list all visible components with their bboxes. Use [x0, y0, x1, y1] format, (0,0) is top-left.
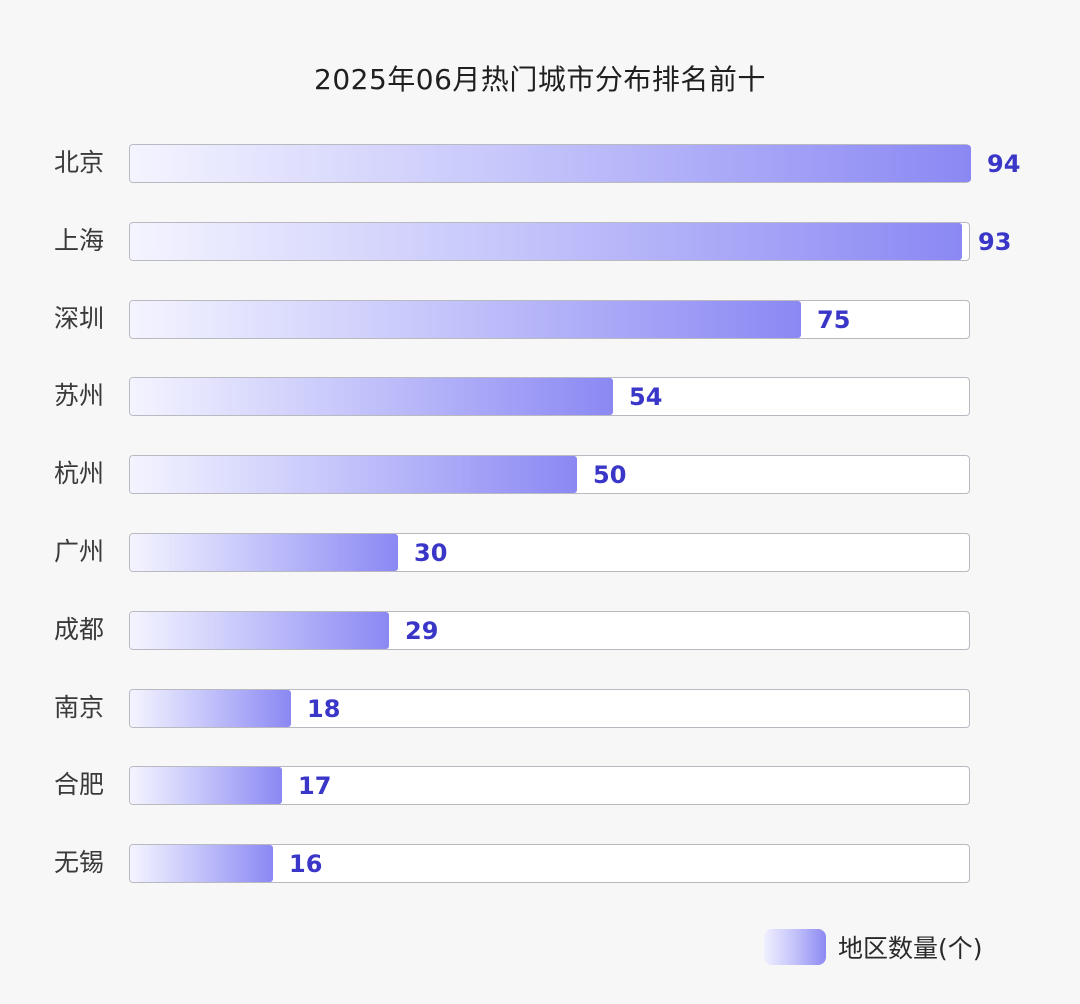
chart-legend: 地区数量(个)	[764, 928, 983, 966]
data-label: 29	[405, 617, 439, 645]
bar	[130, 690, 291, 727]
bar	[130, 378, 613, 415]
bar	[130, 612, 389, 649]
category-label: 苏州	[54, 381, 105, 410]
data-label: 30	[414, 539, 448, 567]
data-label: 75	[817, 306, 851, 334]
bar	[130, 301, 801, 338]
bar	[130, 534, 398, 571]
data-label: 16	[289, 850, 323, 878]
category-label: 成都	[54, 615, 105, 644]
data-label: 94	[987, 150, 1021, 178]
bar	[130, 767, 282, 804]
bar	[130, 456, 577, 493]
data-label: 18	[307, 695, 341, 723]
legend-swatch	[764, 929, 826, 965]
data-label: 17	[298, 772, 332, 800]
category-label: 合肥	[54, 770, 105, 799]
category-label: 北京	[54, 148, 105, 177]
data-label: 54	[629, 383, 663, 411]
category-label: 深圳	[54, 304, 105, 333]
bar	[130, 845, 273, 882]
category-label: 无锡	[54, 848, 105, 877]
category-label: 杭州	[54, 459, 105, 488]
bar	[130, 223, 962, 260]
category-label: 广州	[54, 537, 105, 566]
data-label: 50	[593, 461, 627, 489]
category-label: 南京	[54, 693, 105, 722]
bar	[130, 145, 971, 182]
data-label: 93	[978, 228, 1012, 256]
category-label: 上海	[54, 226, 105, 255]
chart-title: 2025年06月热门城市分布排名前十	[314, 63, 766, 96]
legend-label: 地区数量(个)	[838, 934, 983, 963]
